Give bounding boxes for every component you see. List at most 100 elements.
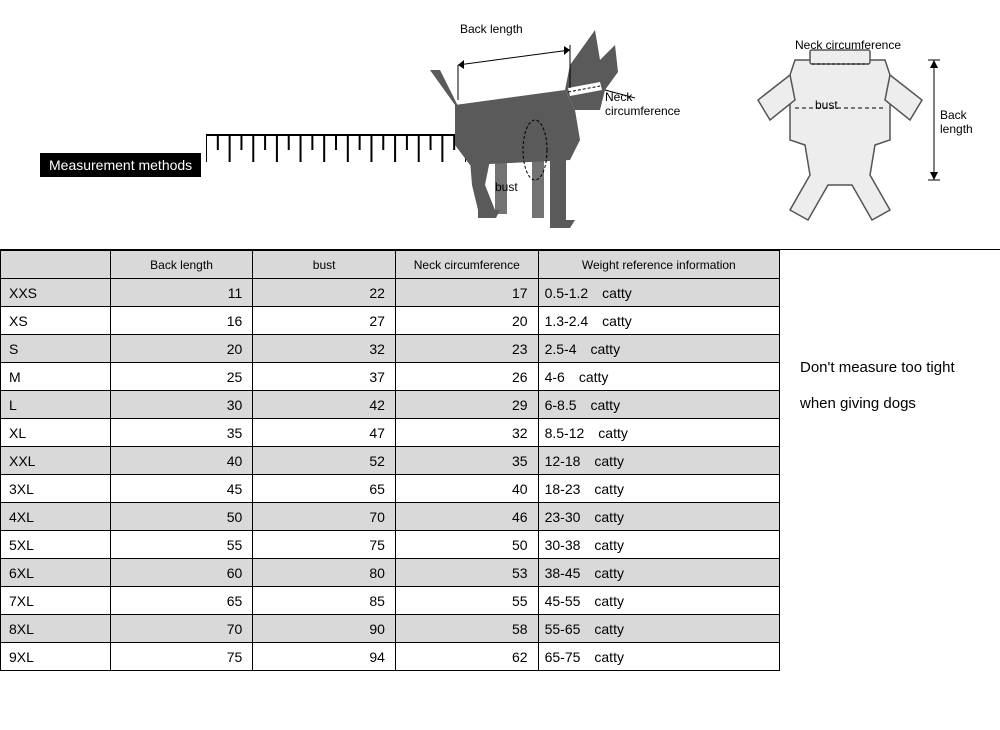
- cell-size: 6XL: [1, 559, 111, 587]
- table-row: XL3547328.5-12catty: [1, 419, 780, 447]
- cell-size: S: [1, 335, 111, 363]
- table-row: XXL40523512-18catty: [1, 447, 780, 475]
- garment-back-length-label: Back length: [940, 108, 1000, 136]
- cell-size: XXS: [1, 279, 111, 307]
- cell-bust: 94: [253, 643, 396, 671]
- table-row: 5XL55755030-38catty: [1, 531, 780, 559]
- table-row: L3042296-8.5catty: [1, 391, 780, 419]
- cell-neck: 58: [395, 615, 538, 643]
- cell-size: 7XL: [1, 587, 111, 615]
- cell-neck: 62: [395, 643, 538, 671]
- size-table: Back length bust Neck circumference Weig…: [0, 250, 780, 671]
- cell-neck: 35: [395, 447, 538, 475]
- cell-bust: 52: [253, 447, 396, 475]
- cell-neck: 55: [395, 587, 538, 615]
- cell-neck: 53: [395, 559, 538, 587]
- table-row: 7XL65855545-55catty: [1, 587, 780, 615]
- cell-bust: 42: [253, 391, 396, 419]
- cell-back: 20: [110, 335, 253, 363]
- dog-neck-label: Neck circumference: [605, 90, 685, 118]
- cell-weight: 6-8.5catty: [538, 391, 779, 419]
- cell-bust: 90: [253, 615, 396, 643]
- cell-neck: 17: [395, 279, 538, 307]
- cell-neck: 40: [395, 475, 538, 503]
- cell-bust: 32: [253, 335, 396, 363]
- cell-neck: 20: [395, 307, 538, 335]
- cell-weight: 8.5-12catty: [538, 419, 779, 447]
- cell-back: 45: [110, 475, 253, 503]
- cell-bust: 65: [253, 475, 396, 503]
- table-row: XS1627201.3-2.4catty: [1, 307, 780, 335]
- cell-weight: 45-55catty: [538, 587, 779, 615]
- cell-neck: 46: [395, 503, 538, 531]
- cell-back: 11: [110, 279, 253, 307]
- cell-size: 8XL: [1, 615, 111, 643]
- measurement-note: Don't measure too tight when giving dogs: [780, 250, 1000, 671]
- col-back-length: Back length: [110, 251, 253, 279]
- table-row: 9XL75946265-75catty: [1, 643, 780, 671]
- cell-back: 65: [110, 587, 253, 615]
- dog-diagram: Back length Neck circumference bust: [400, 10, 680, 240]
- table-row: M2537264-6catty: [1, 363, 780, 391]
- cell-back: 35: [110, 419, 253, 447]
- cell-size: L: [1, 391, 111, 419]
- cell-weight: 4-6catty: [538, 363, 779, 391]
- col-weight: Weight reference information: [538, 251, 779, 279]
- cell-bust: 80: [253, 559, 396, 587]
- cell-back: 60: [110, 559, 253, 587]
- dog-back-length-label: Back length: [460, 22, 523, 36]
- cell-neck: 23: [395, 335, 538, 363]
- cell-size: XS: [1, 307, 111, 335]
- cell-back: 70: [110, 615, 253, 643]
- cell-neck: 29: [395, 391, 538, 419]
- cell-weight: 55-65catty: [538, 615, 779, 643]
- cell-bust: 70: [253, 503, 396, 531]
- table-row: 8XL70905855-65catty: [1, 615, 780, 643]
- cell-size: 9XL: [1, 643, 111, 671]
- cell-size: XXL: [1, 447, 111, 475]
- garment-bust-label: bust: [815, 98, 838, 112]
- table-row: 3XL45654018-23catty: [1, 475, 780, 503]
- col-neck: Neck circumference: [395, 251, 538, 279]
- cell-bust: 85: [253, 587, 396, 615]
- cell-back: 50: [110, 503, 253, 531]
- cell-weight: 65-75catty: [538, 643, 779, 671]
- measurement-methods-label: Measurement methods: [40, 153, 201, 177]
- cell-back: 40: [110, 447, 253, 475]
- table-row: 6XL60805338-45catty: [1, 559, 780, 587]
- table-header-row: Back length bust Neck circumference Weig…: [1, 251, 780, 279]
- cell-weight: 30-38catty: [538, 531, 779, 559]
- note-line-2: when giving dogs: [800, 386, 990, 422]
- cell-back: 55: [110, 531, 253, 559]
- cell-weight: 23-30catty: [538, 503, 779, 531]
- cell-size: M: [1, 363, 111, 391]
- cell-back: 25: [110, 363, 253, 391]
- cell-weight: 1.3-2.4catty: [538, 307, 779, 335]
- cell-bust: 75: [253, 531, 396, 559]
- cell-bust: 37: [253, 363, 396, 391]
- cell-size: 4XL: [1, 503, 111, 531]
- col-bust: bust: [253, 251, 396, 279]
- table-row: XXS1122170.5-1.2catty: [1, 279, 780, 307]
- garment-neck-label: Neck circumference: [795, 38, 901, 52]
- cell-neck: 32: [395, 419, 538, 447]
- table-row: 4XL50704623-30catty: [1, 503, 780, 531]
- cell-weight: 12-18catty: [538, 447, 779, 475]
- cell-bust: 22: [253, 279, 396, 307]
- cell-weight: 38-45catty: [538, 559, 779, 587]
- cell-weight: 18-23catty: [538, 475, 779, 503]
- cell-size: 3XL: [1, 475, 111, 503]
- cell-neck: 26: [395, 363, 538, 391]
- cell-back: 75: [110, 643, 253, 671]
- header-section: Measurement methods: [0, 0, 1000, 250]
- cell-bust: 47: [253, 419, 396, 447]
- col-size: [1, 251, 111, 279]
- cell-size: XL: [1, 419, 111, 447]
- cell-neck: 50: [395, 531, 538, 559]
- table-section: Back length bust Neck circumference Weig…: [0, 250, 1000, 671]
- garment-diagram: Neck circumference bust Back length: [740, 30, 990, 240]
- cell-weight: 0.5-1.2catty: [538, 279, 779, 307]
- cell-size: 5XL: [1, 531, 111, 559]
- cell-weight: 2.5-4catty: [538, 335, 779, 363]
- note-line-1: Don't measure too tight: [800, 350, 990, 386]
